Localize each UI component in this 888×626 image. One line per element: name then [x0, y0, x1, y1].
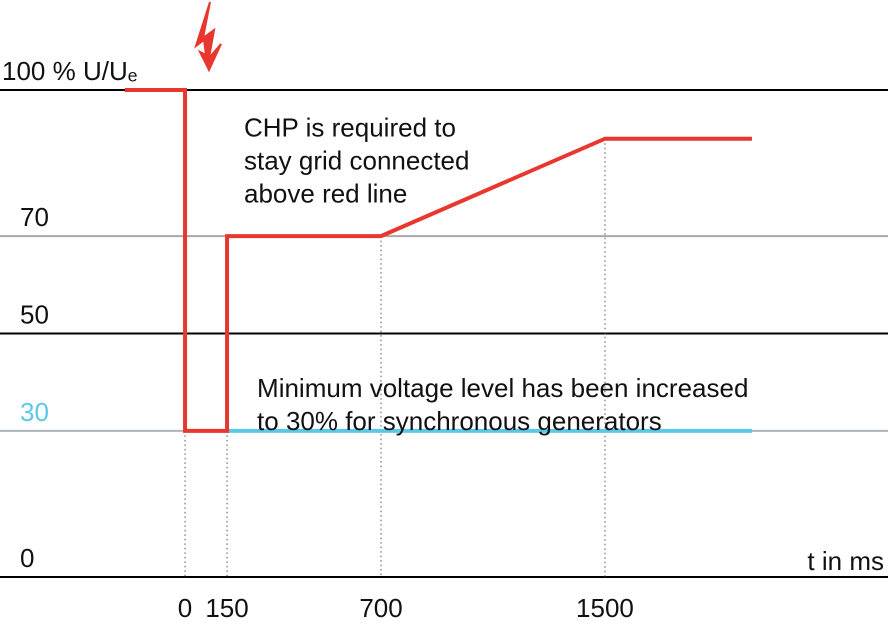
y-tick-label: 0	[20, 543, 34, 573]
x-tick-label: 700	[359, 593, 402, 621]
y-tick-label: 50	[20, 300, 49, 330]
annotation: Minimum voltage level has been increased	[257, 373, 748, 403]
x-tick-label: 0	[178, 593, 192, 621]
y-tick-label: 30	[20, 397, 49, 427]
annotation: CHP is required to	[244, 113, 456, 143]
annotation: stay grid connected	[244, 146, 469, 176]
x-tick-label: 1500	[576, 593, 634, 621]
lightning-icon	[194, 1, 222, 73]
y-tick-label: 100 % U/Uₑ	[2, 56, 137, 86]
x-tick-label: 150	[205, 593, 248, 621]
y-tick-label: 70	[20, 202, 49, 232]
x-axis-label: t in ms	[807, 546, 884, 576]
line-series	[124, 88, 752, 433]
annotation: to 30% for synchronous generators	[257, 406, 662, 436]
annotation: above red line	[244, 179, 407, 209]
